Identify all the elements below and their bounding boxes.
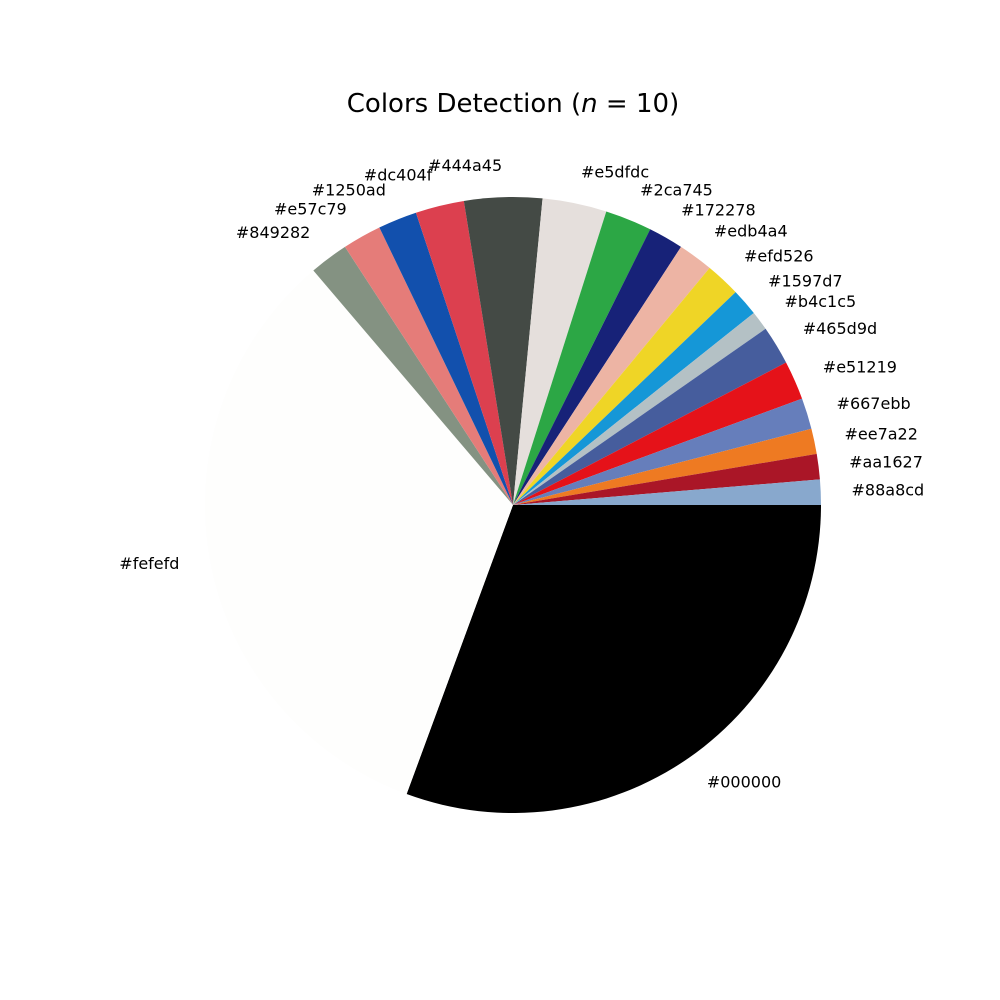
pie-slice-465d9d [513,328,787,505]
slice-label-1250ad: #1250ad [312,180,386,199]
slice-label-2ca745: #2ca745 [640,180,713,199]
chart-title: Colors Detection (n = 10) [347,89,679,119]
title-equals: = [598,89,636,119]
slice-label-88a8cd: #88a8cd [852,480,925,499]
slice-label-edb4a4: #edb4a4 [714,222,788,241]
pie-slice-849282 [313,246,513,505]
slice-label-ee7a22: #ee7a22 [844,424,917,443]
slice-label-e5dfdc: #e5dfdc [581,163,649,182]
pie-slice-e57c79 [344,227,513,505]
pie-slice-edb4a4 [513,246,710,505]
pie-slice-ee7a22 [513,428,817,505]
slice-label-444a45: #444a45 [428,156,502,175]
pie-slice-b4c1c5 [513,312,766,505]
pie-slice-1597d7 [513,292,754,505]
pie-slice-e51219 [513,362,803,505]
slice-label-b4c1c5: #b4c1c5 [785,292,857,311]
title-value: 10 [636,89,669,119]
pie-slice-e5dfdc [513,198,607,506]
pie-slice-667ebb [513,398,812,505]
slice-label-e57c79: #e57c79 [274,199,347,218]
pie-slice-2ca745 [513,211,651,505]
slice-label-e51219: #e51219 [823,357,897,376]
pie-slice-aa1627 [513,453,820,505]
slice-label-667ebb: #667ebb [837,394,911,413]
slice-labels: #000000 #fefefd #849282 #e57c79#1250ad#dc40… [119,156,924,792]
pie-slice-fefefd [205,270,514,795]
pie-slice-88a8cd [513,479,821,505]
slice-label-000000: #000000 [707,772,781,791]
pie-slice-dc404f [415,200,513,506]
slice-label-dc404f: #dc404f [364,165,433,184]
pie-slice-efd526 [513,267,736,505]
slice-label-fefefd: #fefefd [119,554,179,573]
pie-slice-000000 [406,505,821,813]
slice-label-efd526: #efd526 [744,247,814,266]
title-variable: n [581,89,597,119]
pie-slice-444a45 [463,197,543,506]
slice-label-849282: #849282 [236,223,310,242]
slice-label-465d9d: #465d9d [803,319,877,338]
pie-slice-1250ad [379,212,513,505]
slice-label-aa1627: #aa1627 [849,452,923,471]
slice-label-1597d7: #1597d7 [768,272,842,291]
pie-slices [205,197,821,813]
slice-label-172278: #172278 [681,200,755,219]
pie-slice-172278 [513,229,682,505]
